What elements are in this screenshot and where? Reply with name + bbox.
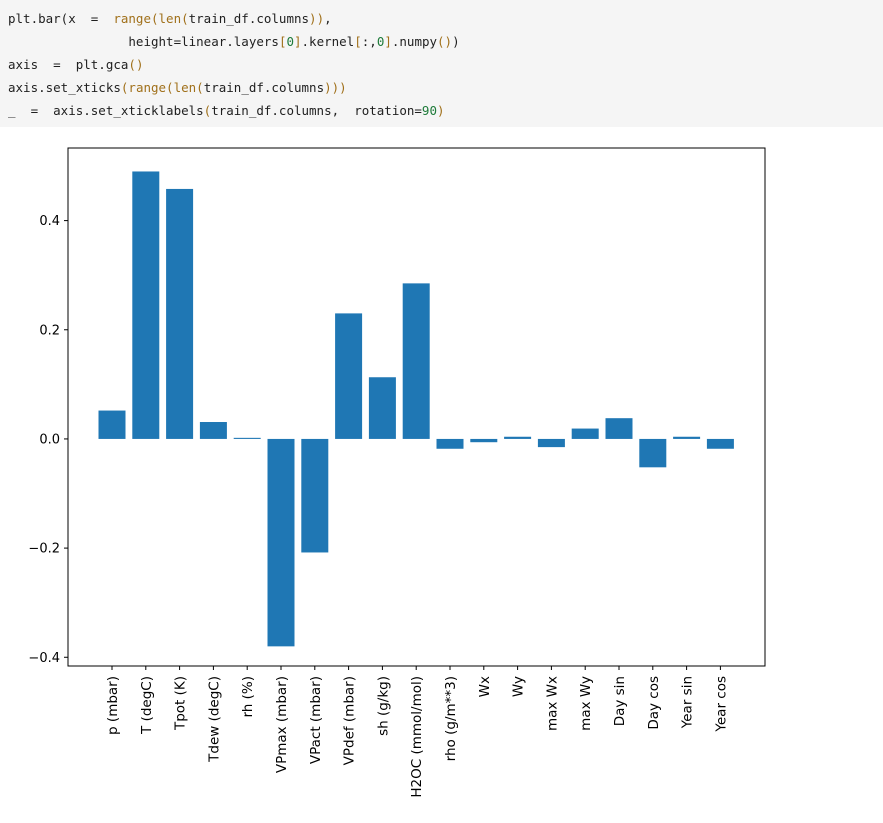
x-tick-label: Tdew (degC) [206,676,222,763]
y-tick-label: 0.0 [39,432,60,447]
bar [470,438,498,443]
code-cell[interactable]: plt.bar(x = range(len(train_df.columns))… [0,0,883,127]
bar [166,188,194,439]
bar [233,437,261,439]
x-tick-label: Wx [477,676,493,697]
y-axis: 0.4 0.2 0.0 −0.2 −0.4 [28,214,68,666]
code-line-5: _ = axis.set_xticklabels(train_df.column… [8,103,445,118]
y-tick-label: 0.4 [39,214,60,229]
bar [267,438,295,647]
bar [98,410,126,439]
x-tick-label: VPact (mbar) [308,676,324,764]
code-line-2: height=linear.layers[0].kernel[:,0].nump… [8,34,460,49]
y-tick-label: −0.2 [28,542,60,557]
code-line-1: plt.bar(x = range(len(train_df.columns))… [8,11,332,26]
x-tick-label: max Wx [544,676,560,731]
bar [199,422,227,439]
x-tick-label: Tpot (K) [173,676,189,731]
plot-frame [67,147,766,667]
x-tick-label: H2OC (mmol/mol) [409,676,425,798]
bars-group [98,171,734,647]
y-tick-label: −0.4 [28,651,60,666]
bar [571,428,599,439]
bar [537,438,565,448]
bar [368,377,396,439]
bar [639,438,667,468]
code-line-3: axis = plt.gca() [8,57,144,72]
x-tick-label: T (degC) [139,676,155,735]
x-tick-label: Year cos [713,676,729,733]
bar [402,283,430,439]
bar [673,436,701,439]
bar [436,438,464,449]
x-tick-label: p (mbar) [105,676,121,735]
bar [706,438,734,449]
x-axis: p (mbar) T (degC) Tpot (K) Tdew (degC) rh (%… [105,666,729,798]
bar [504,436,532,439]
x-tick-label: Year sin [680,676,696,729]
y-tick-label: 0.2 [39,323,60,338]
x-tick-label: Wy [511,676,527,697]
code-line-4: axis.set_xticks(range(len(train_df.colum… [8,80,347,95]
x-tick-label: VPdef (mbar) [342,676,358,765]
x-tick-label: max Wy [578,676,594,731]
bar [605,418,633,439]
x-tick-label: VPmax (mbar) [274,676,290,773]
x-tick-label: Day cos [646,676,662,730]
bar [301,438,329,553]
bar [132,171,160,439]
x-tick-label: Day sin [612,676,628,726]
x-tick-label: rho (g/m**3) [443,676,459,761]
x-tick-label: sh (g/kg) [375,676,391,736]
x-tick-label: rh (%) [240,676,256,718]
bar [335,313,363,439]
